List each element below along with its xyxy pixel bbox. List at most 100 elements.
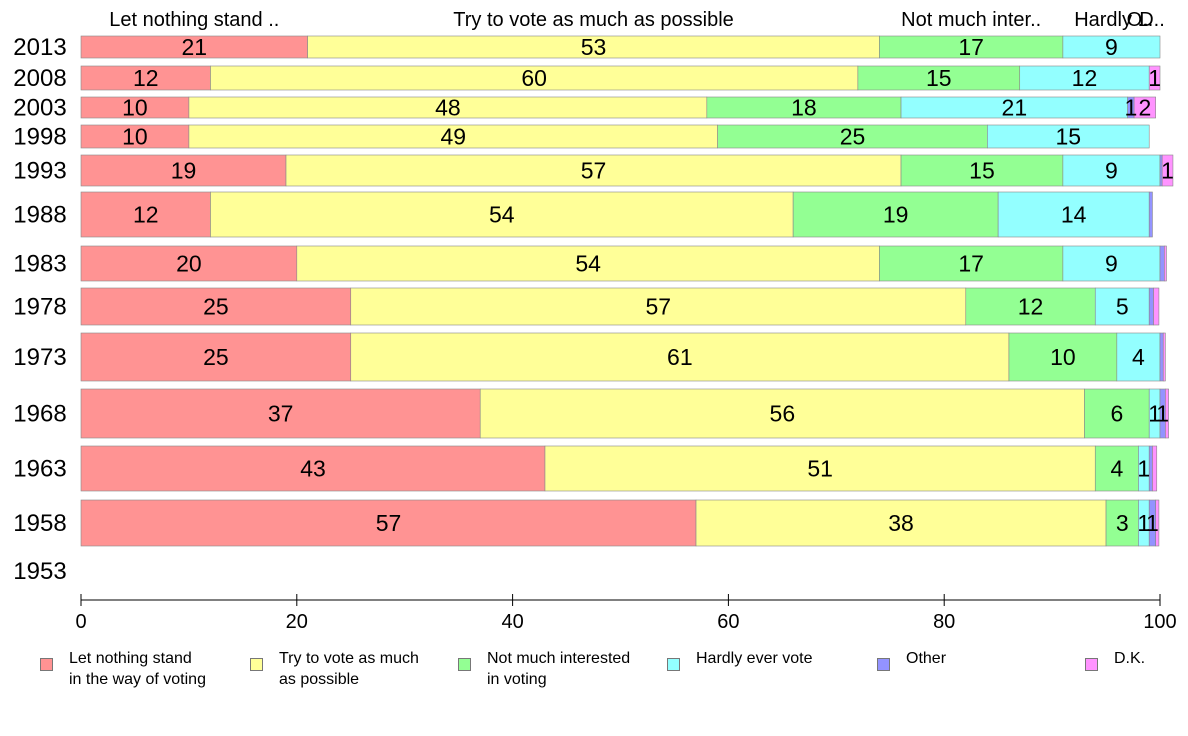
legend-label: Let nothing stand in the way of voting <box>69 650 206 688</box>
bar-1963-s1 <box>544 445 1096 492</box>
bar-label-1983-s1: 54 <box>575 251 601 277</box>
bar-2013-s3 <box>1062 35 1161 59</box>
bar-label-2013-s3: 9 <box>1105 34 1118 60</box>
bar-label-1983-s0: 20 <box>176 251 202 277</box>
legend-label: Not much interested in voting <box>487 650 631 688</box>
category-label-2008: 2008 <box>13 65 66 92</box>
bar-1988-s4 <box>1148 191 1153 238</box>
bar-label-2003-s3: 21 <box>1002 95 1028 121</box>
bar-label-1978-s1: 57 <box>645 294 671 320</box>
bar-1958-s5 <box>1155 499 1160 547</box>
bar-1963-s5 <box>1152 445 1158 492</box>
bar-label-2003-s5: 2 <box>1138 95 1151 121</box>
bar-1993-s5 <box>1161 154 1174 187</box>
x-tick-label-0: 0 <box>75 611 86 633</box>
bar-1988-s1 <box>210 191 794 238</box>
bar-label-1988-s0: 12 <box>133 202 159 228</box>
bar-1998-s3 <box>987 124 1150 149</box>
series-header-0: Let nothing stand .. <box>109 9 279 31</box>
bar-label-1998-s2: 25 <box>840 124 866 150</box>
bar-label-1978-s2: 12 <box>1018 294 1044 320</box>
bar-label-1998-s0: 10 <box>122 124 148 150</box>
bar-label-1968-s2: 6 <box>1110 401 1123 427</box>
bar-1993-s3 <box>1062 154 1161 187</box>
legend-swatch <box>40 658 53 671</box>
bar-1978-s4 <box>1148 287 1154 326</box>
bar-label-2008-s2: 15 <box>926 65 952 91</box>
bar-label-1973-s1: 61 <box>667 344 693 370</box>
category-label-2013: 2013 <box>13 34 66 61</box>
bar-label-1998-s1: 49 <box>440 124 466 150</box>
bar-label-1963-s0: 43 <box>300 456 326 482</box>
category-label-1958: 1958 <box>13 510 66 537</box>
bar-label-1968-s4: 1 <box>1156 401 1169 427</box>
bar-1983-s2 <box>879 245 1064 282</box>
bar-label-1968-s1: 56 <box>770 401 796 427</box>
legend-label: D.K. <box>1114 650 1146 667</box>
bar-1973-s0 <box>80 332 352 382</box>
bar-label-1988-s2: 19 <box>883 202 909 228</box>
bar-1973-s4 <box>1159 332 1164 382</box>
legend-swatch <box>250 658 263 671</box>
bar-1958-s2 <box>1105 499 1139 547</box>
bar-1958-s0 <box>80 499 697 547</box>
bar-label-2013-s0: 21 <box>181 34 207 60</box>
bar-label-2003-s2: 18 <box>791 95 817 121</box>
category-label-1973: 1973 <box>13 344 66 371</box>
bar-1993-s0 <box>80 154 287 187</box>
category-label-1988: 1988 <box>13 202 66 229</box>
x-tick-label-40: 40 <box>501 611 523 633</box>
x-axis: 0 20 40 60 80 100 <box>75 594 1177 633</box>
legend-item-hardly-ever: Hardly ever vote <box>667 648 813 671</box>
legend-swatch <box>1085 658 1098 671</box>
bar-label-2008-s5: 1 <box>1148 65 1161 91</box>
bar-1983-s0 <box>80 245 298 282</box>
bar-label-1958-s3: 1 <box>1137 510 1150 536</box>
bar-label-2013-s2: 17 <box>958 34 984 60</box>
legend-label: Try to vote as much as possible <box>279 650 419 688</box>
bar-1978-s5 <box>1153 287 1160 326</box>
bar-label-1988-s3: 14 <box>1061 202 1087 228</box>
legend-label: Other <box>906 650 947 667</box>
bar-label-1958-s1: 38 <box>888 510 914 536</box>
category-label-1963: 1963 <box>13 456 66 483</box>
bar-2008-s2 <box>857 65 1021 91</box>
series-header-4: O.. <box>1127 9 1154 31</box>
bar-1983-s5 <box>1164 245 1167 282</box>
series-header-5: D.. <box>1139 9 1165 31</box>
bar-label-1998-s3: 15 <box>1055 124 1081 150</box>
legend-item-not-much-interested: Not much interested in voting <box>458 648 630 690</box>
bar-1968-s0 <box>80 388 481 439</box>
bar-label-1973-s2: 10 <box>1050 344 1076 370</box>
legend-label: Hardly ever vote <box>696 650 813 667</box>
bar-label-1993-s3: 9 <box>1105 158 1118 184</box>
bar-1978-s3 <box>1094 287 1150 326</box>
category-label-1983: 1983 <box>13 251 66 278</box>
legend-item-dk: D.K. <box>1085 648 1145 671</box>
legend-swatch <box>877 658 890 671</box>
bar-2008-s0 <box>80 65 211 91</box>
bar-label-1963-s1: 51 <box>807 456 833 482</box>
category-label-1968: 1968 <box>13 401 66 428</box>
bar-1968-s1 <box>479 388 1085 439</box>
bar-1973-s3 <box>1116 332 1161 382</box>
bar-label-1973-s3: 4 <box>1132 344 1145 370</box>
bar-label-2008-s1: 60 <box>521 65 547 91</box>
legend-item-other: Other <box>877 648 946 671</box>
legend-swatch <box>458 658 471 671</box>
bar-1993-s2 <box>900 154 1064 187</box>
x-tick-label-100: 100 <box>1143 611 1176 633</box>
legend-swatch <box>667 658 680 671</box>
bar-label-2003-s0: 10 <box>122 95 148 121</box>
bar-1988-s0 <box>80 191 211 238</box>
legend-item-let-nothing: Let nothing stand in the way of voting <box>40 648 206 690</box>
bar-1963-s0 <box>80 445 546 492</box>
bar-label-1968-s0: 37 <box>268 401 294 427</box>
bar-2008-s1 <box>210 65 859 91</box>
bar-label-1978-s3: 5 <box>1116 294 1129 320</box>
category-label-1953: 1953 <box>13 558 66 585</box>
bar-1993-s1 <box>285 154 902 187</box>
bar-label-1958-s4: 1 <box>1146 510 1159 536</box>
bar-2008-s5 <box>1148 65 1161 91</box>
